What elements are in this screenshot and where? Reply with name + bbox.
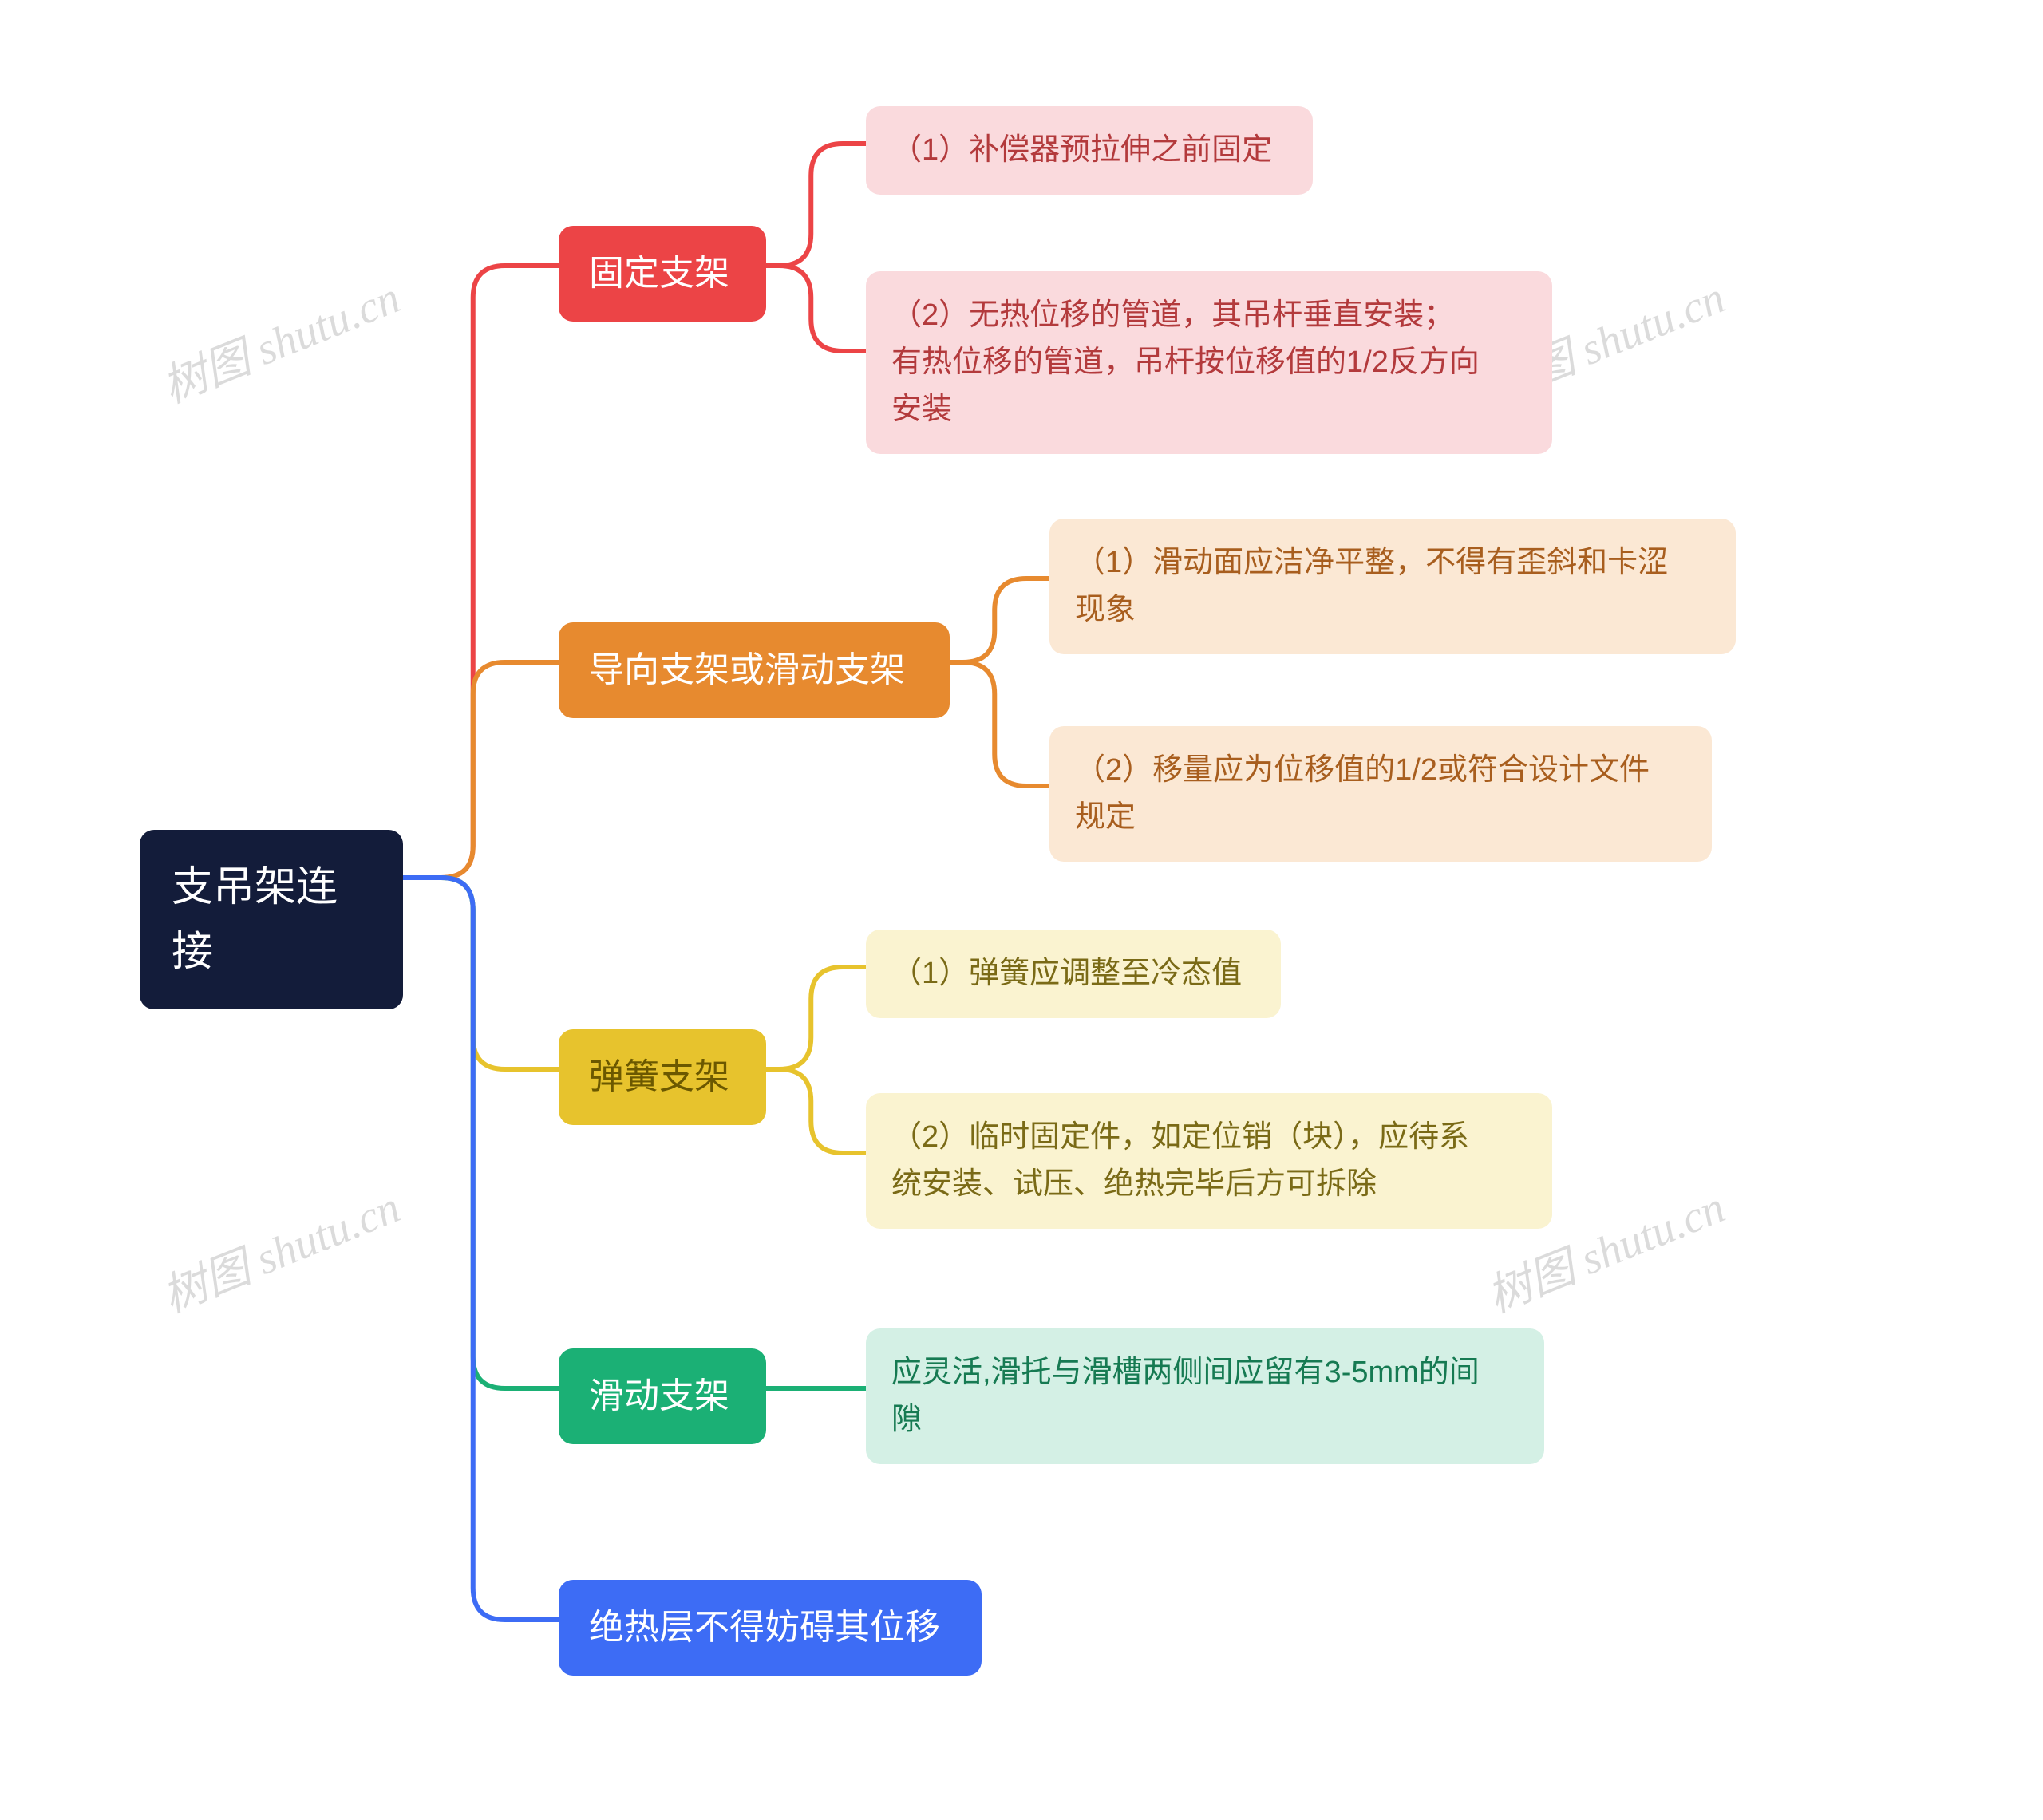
connector [766, 144, 866, 266]
branch-node: 固定支架 [559, 226, 766, 322]
leaf-node: （2）移量应为位移值的1/2或符合设计文件 规定 [1049, 726, 1712, 862]
leaf-node: （2）无热位移的管道，其吊杆垂直安装； 有热位移的管道，吊杆按位移值的1/2反方… [866, 271, 1552, 454]
branch-node: 滑动支架 [559, 1348, 766, 1444]
branch-node: 绝热层不得妨碍其位移 [559, 1580, 982, 1676]
root-node: 支吊架连接 [140, 830, 403, 1009]
connector [403, 662, 559, 878]
connector [766, 967, 866, 1069]
connector [403, 878, 559, 1388]
leaf-node: 应灵活,滑托与滑槽两侧间应留有3-5mm的间 隙 [866, 1328, 1544, 1464]
connector [403, 266, 559, 878]
leaf-node: （1）滑动面应洁净平整，不得有歪斜和卡涩 现象 [1049, 519, 1736, 654]
leaf-node: （2）临时固定件，如定位销（块），应待系 统安装、试压、绝热完毕后方可拆除 [866, 1093, 1552, 1229]
connector [950, 662, 1049, 786]
branch-node: 导向支架或滑动支架 [559, 622, 950, 718]
leaf-node: （1）弹簧应调整至冷态值 [866, 930, 1281, 1018]
connector [950, 578, 1049, 662]
connector [766, 1069, 866, 1153]
branch-node: 弹簧支架 [559, 1029, 766, 1125]
connector [403, 878, 559, 1069]
watermark: 树图 shutu.cn [152, 1171, 409, 1325]
mindmap-canvas: 树图 shutu.cn树图 shutu.cn树图 shutu.cn树图 shut… [0, 0, 2043, 1820]
leaf-node: （1）补偿器预拉伸之前固定 [866, 106, 1313, 195]
connector [403, 878, 559, 1620]
watermark: 树图 shutu.cn [152, 262, 409, 416]
connector [766, 266, 866, 351]
